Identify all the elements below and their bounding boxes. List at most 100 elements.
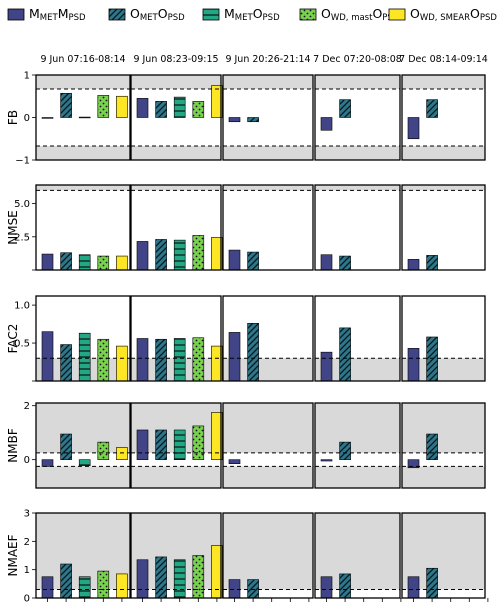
- metric-axis-label: NMSE: [6, 210, 20, 245]
- bar-OWD,mastOPSD: [192, 101, 205, 118]
- bar-OWD,mastOPSD: [192, 555, 205, 599]
- shaded-region: [131, 185, 221, 191]
- panel: [314, 512, 402, 602]
- panel-frame: [222, 74, 314, 161]
- bar-MMETOPSD: [173, 239, 186, 271]
- bar-MMETMPSD: [407, 117, 420, 140]
- bar-MMETMPSD: [228, 117, 241, 123]
- bar-OMETOPSD: [426, 567, 438, 599]
- panel-frame: [401, 402, 486, 489]
- bar-OMETOPSD: [60, 344, 72, 382]
- legend-entry: OMETOPSD: [108, 6, 185, 23]
- shaded-region: [36, 185, 130, 191]
- bar-OMETOPSD: [60, 252, 72, 271]
- legend-entry: MMETOPSD: [202, 6, 280, 23]
- panel-frame: [222, 402, 314, 489]
- period-title: 7 Dec 07:20-08:08: [313, 54, 402, 65]
- y-tick-label: 0.5: [14, 339, 30, 350]
- bar-OWD,mastOPSD: [97, 338, 110, 382]
- panel: [35, 295, 131, 382]
- shaded-region: [402, 358, 485, 381]
- panel-frame: [35, 512, 131, 599]
- shaded-region: [223, 185, 313, 191]
- shaded-region: [131, 466, 221, 488]
- legend-label: MMETMPSD: [29, 6, 86, 23]
- panel-frame: [35, 74, 131, 161]
- bar-OMETOPSD: [339, 99, 351, 118]
- bar-OWD,SMEAROPSD: [116, 95, 128, 118]
- panel-frame: [401, 184, 486, 271]
- bar-MMETOPSD: [78, 116, 91, 119]
- bar-OMETOPSD: [426, 336, 438, 382]
- bar-MMETMPSD: [228, 332, 241, 382]
- legend-swatch: [202, 8, 220, 21]
- panel-frame: [35, 184, 131, 271]
- period-title: 9 Jun 20:26-21:14: [225, 54, 310, 65]
- shaded-region: [223, 466, 313, 488]
- legend-label: MMETOPSD: [224, 6, 280, 23]
- shaded-region: [223, 403, 313, 453]
- bar-OMETOPSD: [426, 99, 438, 118]
- panel: [222, 512, 314, 602]
- panel: [222, 74, 314, 161]
- shaded-region: [36, 75, 130, 90]
- bar-OMETOPSD: [155, 429, 167, 460]
- panel: [401, 295, 486, 382]
- bar-OWD,SMEAROPSD: [116, 447, 128, 460]
- bar-MMETMPSD: [320, 459, 333, 462]
- shaded-region: [223, 513, 313, 590]
- y-tick-label: 2: [24, 401, 30, 412]
- panel-frame: [401, 512, 486, 599]
- bar-MMETMPSD: [320, 351, 333, 382]
- bar-MMETMPSD: [228, 459, 241, 465]
- panel-frame: [222, 184, 314, 271]
- legend-label: OWD, mastOPSD: [321, 6, 400, 23]
- period-title: 9 Jun 08:23-09:15: [133, 54, 218, 65]
- metric-axis-label: NMAEF: [6, 534, 20, 576]
- bar-OMETOPSD: [60, 92, 72, 118]
- bar-OMETOPSD: [60, 563, 72, 599]
- panel: [314, 295, 401, 382]
- panel-frame: [314, 74, 401, 161]
- panel-frame: [222, 512, 314, 599]
- bar-MMETMPSD: [41, 459, 54, 467]
- legend: MMETMPSD OMETOPSD MMETOPSD OWD, mastOPSD OWD…: [7, 6, 497, 23]
- panel: [401, 74, 486, 161]
- bar-OWD,mastOPSD: [192, 425, 205, 460]
- bar-MMETMPSD: [41, 331, 54, 382]
- panel: [401, 512, 489, 602]
- bar-MMETOPSD: [78, 254, 91, 271]
- bar-MMETMPSD: [407, 348, 420, 382]
- panel-frame: [314, 184, 401, 271]
- panel: [35, 512, 131, 602]
- shaded-region: [402, 466, 485, 488]
- bar-MMETOPSD: [173, 429, 186, 460]
- bar-MMETOPSD: [78, 459, 91, 466]
- legend-entry: OWD, mastOPSD: [299, 6, 400, 23]
- bar-OMETOPSD: [247, 579, 259, 599]
- bar-OMETOPSD: [339, 327, 351, 382]
- bar-MMETMPSD: [136, 338, 149, 382]
- panel: [314, 184, 401, 271]
- bar-MMETMPSD: [41, 576, 54, 599]
- y-tick-label: 3: [24, 509, 30, 520]
- bar-MMETOPSD: [78, 332, 91, 382]
- bar-MMETMPSD: [136, 98, 149, 118]
- bar-OMETOPSD: [155, 338, 167, 382]
- shaded-region: [223, 145, 313, 160]
- bar-OWD,SMEAROPSD: [116, 345, 128, 382]
- bar-OMETOPSD: [155, 101, 167, 118]
- y-tick-label: 2.5: [14, 232, 30, 243]
- shaded-region: [131, 145, 221, 160]
- y-tick-label: 5.0: [14, 199, 30, 210]
- shaded-region: [315, 75, 400, 90]
- y-tick-label: 1.0: [14, 301, 30, 312]
- bar-OWD,mastOPSD: [192, 235, 205, 271]
- panel: [222, 295, 314, 382]
- panel: [130, 512, 223, 602]
- bar-MMETMPSD: [228, 579, 241, 599]
- bar-MMETMPSD: [320, 117, 333, 131]
- bar-OWD,mastOPSD: [97, 255, 110, 271]
- bar-MMETMPSD: [407, 259, 420, 271]
